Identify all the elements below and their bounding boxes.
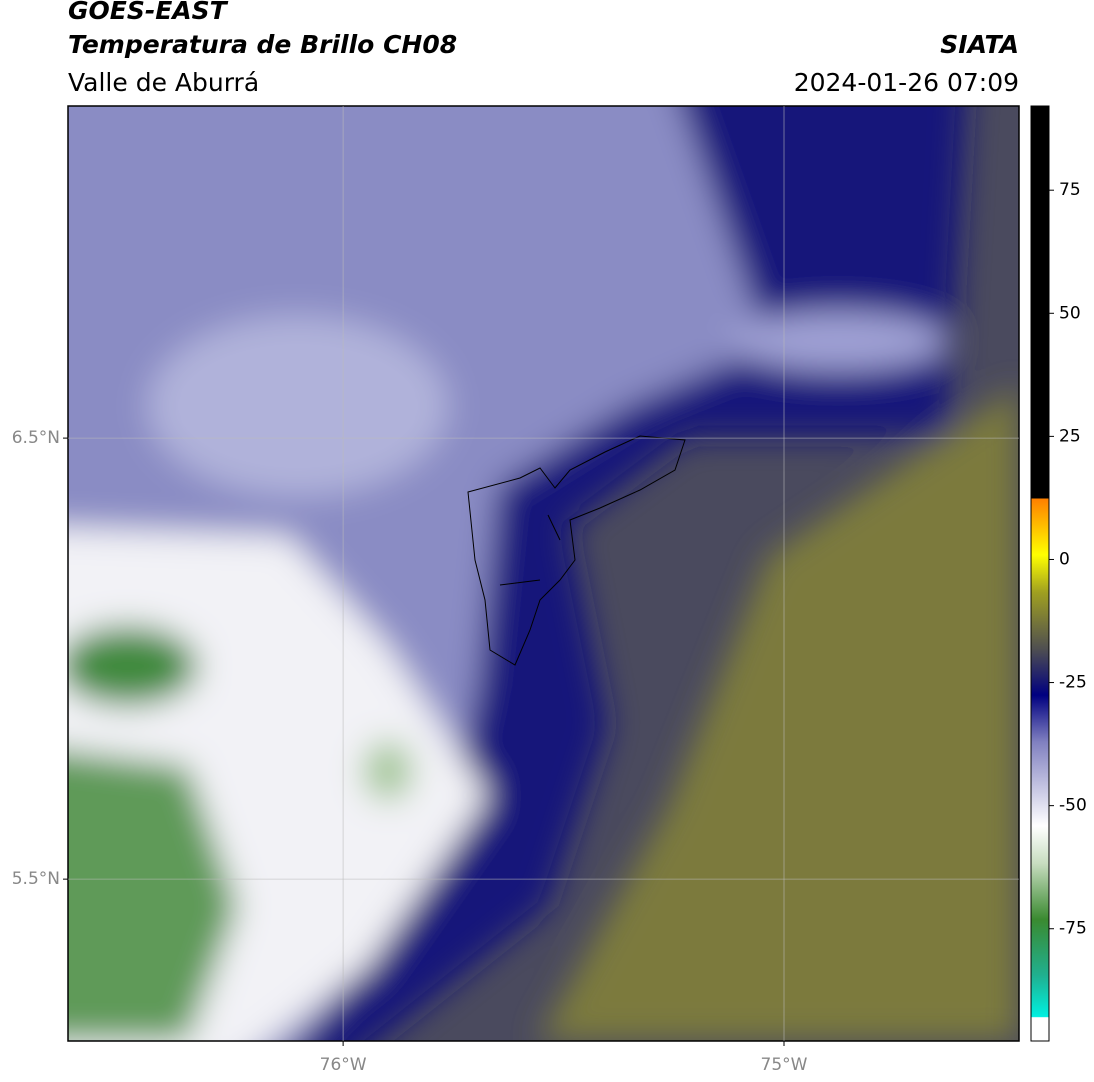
source: SIATA — [940, 30, 1019, 59]
region: Valle de Aburrá — [68, 68, 259, 97]
colorbar-tick-label: 0 — [1059, 549, 1070, 569]
satellite-image — [68, 106, 1019, 1041]
lat-label: 5.5°N — [12, 869, 60, 889]
colorbar-tick-label: -50 — [1059, 796, 1087, 816]
colorbar-tick-label: 75 — [1059, 180, 1081, 200]
colorbar-tick-label: 25 — [1059, 426, 1081, 446]
datetime: 2024-01-26 07:09 — [794, 68, 1019, 97]
lon-label: 76°W — [320, 1055, 367, 1075]
map-frame — [67, 105, 1020, 1042]
title: GOES-EAST — [68, 0, 229, 25]
lon-label: 75°W — [761, 1055, 808, 1075]
subtitle: Temperatura de Brillo CH08 — [68, 30, 457, 59]
lat-label: 6.5°N — [12, 428, 60, 448]
colorbar — [1030, 105, 1050, 1042]
colorbar-tick-label: 50 — [1059, 303, 1081, 323]
colorbar-tick-label: -75 — [1059, 919, 1087, 939]
colorbar-tick-label: -25 — [1059, 673, 1087, 693]
